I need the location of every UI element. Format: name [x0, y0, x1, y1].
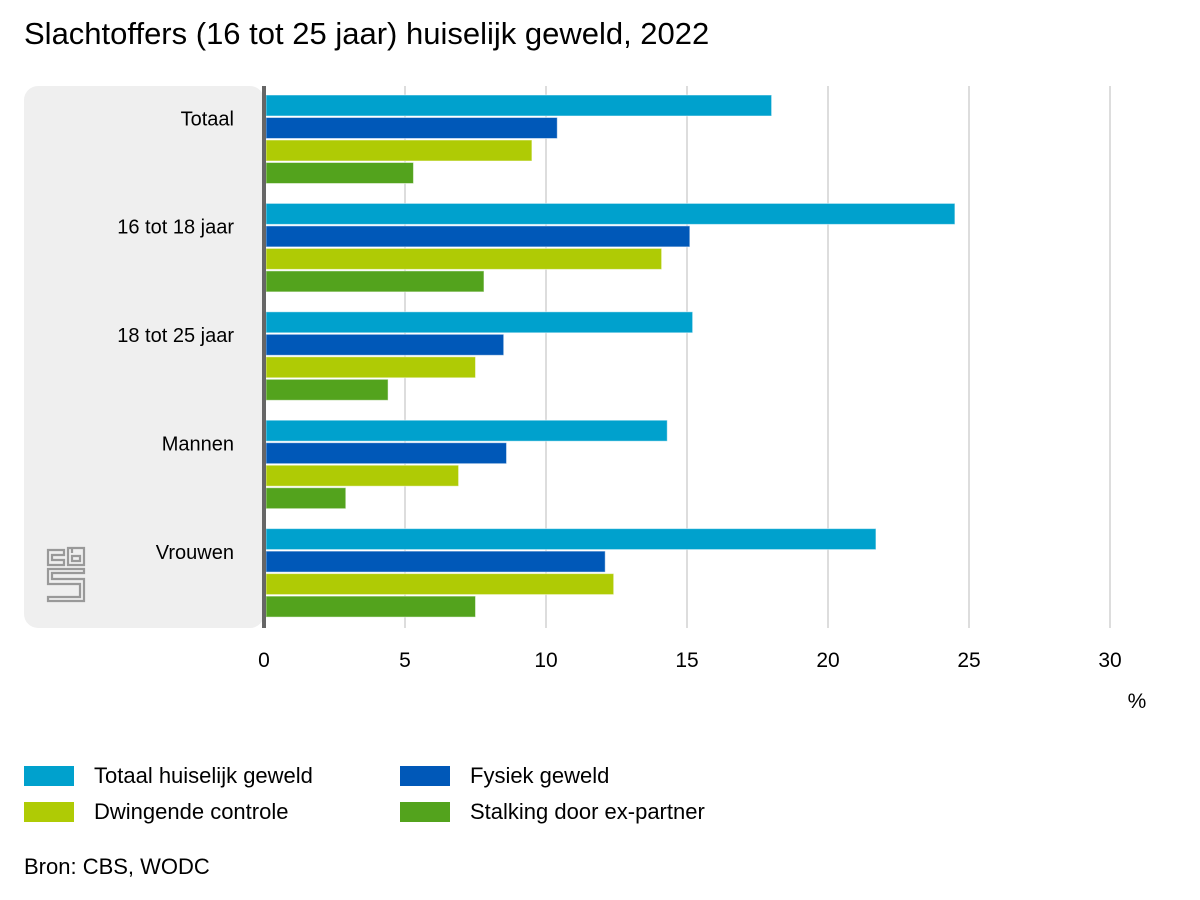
bar-chart: Totaal 16 tot 18 jaar 18 tot 25 jaar Mannen… [24, 86, 1147, 713]
category-label: Mannen [162, 433, 234, 455]
bar-16-tot-18-jaar-2 [265, 247, 663, 270]
category-label: Totaal [181, 108, 234, 130]
x-tick-label: 25 [957, 649, 980, 672]
legend-label: Stalking door ex-partner [470, 799, 705, 824]
x-tick-labels: 0 5 10 15 20 25 30 [258, 649, 1122, 672]
x-tick-label: 0 [258, 649, 270, 672]
legend-item-totaal: Totaal huiselijk geweld [24, 763, 313, 789]
category-label: Vrouwen [156, 542, 234, 564]
cbs-logo-icon [46, 546, 86, 603]
category-label: 18 tot 25 jaar [117, 325, 234, 347]
x-tick-label: 10 [534, 649, 557, 672]
bar-mannen-1 [265, 442, 508, 465]
bar-vrouwen-0 [265, 528, 877, 551]
legend-swatch [400, 802, 450, 822]
legend-label: Dwingende controle [94, 799, 289, 824]
bar-mannen-0 [265, 419, 668, 442]
bar-18-tot-25-jaar-1 [265, 333, 505, 356]
bars [265, 94, 956, 618]
legend-swatch [24, 802, 74, 822]
legend-item-stalking: Stalking door ex-partner [400, 799, 705, 825]
bar-18-tot-25-jaar-2 [265, 356, 476, 379]
x-tick-label: 20 [816, 649, 839, 672]
chart-title: Slachtoffers (16 tot 25 jaar) huiselijk … [24, 16, 710, 51]
category-labels: Totaal 16 tot 18 jaar 18 tot 25 jaar Mannen… [117, 108, 234, 564]
bar-vrouwen-3 [265, 595, 476, 618]
legend-item-dwingend: Dwingende controle [24, 799, 288, 825]
bar-mannen-3 [265, 487, 347, 510]
legend-item-fysiek: Fysiek geweld [400, 763, 609, 789]
bar-mannen-2 [265, 464, 460, 487]
legend-label: Totaal huiselijk geweld [94, 763, 313, 788]
bar-16-tot-18-jaar-0 [265, 202, 956, 225]
bar-18-tot-25-jaar-3 [265, 378, 389, 401]
category-label: 16 tot 18 jaar [117, 217, 234, 239]
bar-vrouwen-2 [265, 573, 615, 596]
bar-vrouwen-1 [265, 550, 606, 573]
legend-swatch [24, 766, 74, 786]
bar-totaal-3 [265, 162, 414, 184]
bar-totaal-1 [265, 117, 558, 139]
legend-label: Fysiek geweld [470, 763, 610, 788]
legend-swatch [400, 766, 450, 786]
bar-16-tot-18-jaar-3 [265, 270, 485, 293]
bar-16-tot-18-jaar-1 [265, 225, 691, 248]
x-tick-label: 15 [675, 649, 698, 672]
bar-18-tot-25-jaar-0 [265, 311, 694, 334]
x-tick-label: 30 [1098, 649, 1121, 672]
category-panel [24, 86, 264, 628]
bar-totaal-2 [265, 139, 533, 162]
source-note: Bron: CBS, WODC [24, 854, 210, 879]
x-tick-label: 5 [399, 649, 411, 672]
x-axis-label: % [1128, 690, 1147, 713]
bar-totaal-0 [265, 94, 773, 117]
